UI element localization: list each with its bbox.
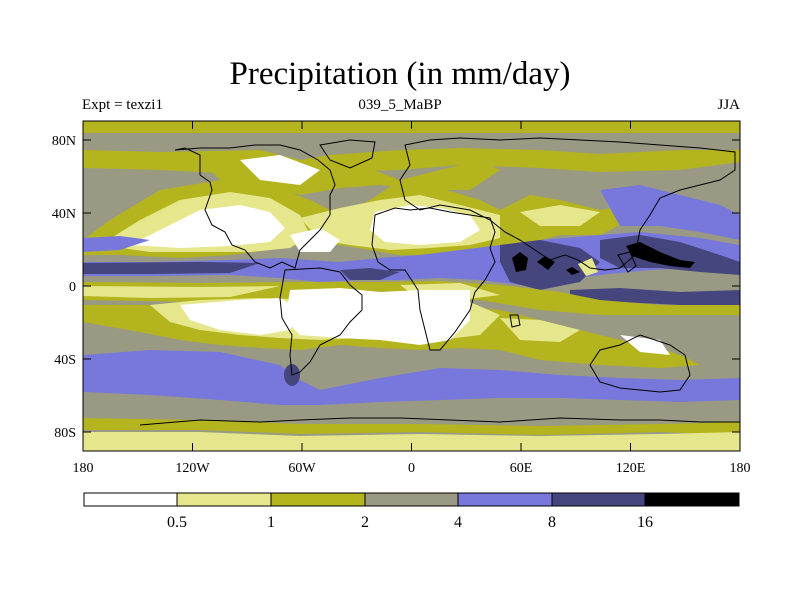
coast-australia bbox=[589, 334, 691, 393]
y-tick-label: 40N bbox=[52, 207, 76, 222]
y-tick-label: 0 bbox=[69, 280, 76, 295]
period-label: 039_5_MaBP bbox=[358, 97, 442, 113]
field-north-america-dry bbox=[240, 155, 320, 185]
field-subpolar-gray bbox=[83, 398, 740, 422]
field-core-bay-of-bengal bbox=[566, 267, 580, 275]
coast-north-america bbox=[174, 144, 336, 269]
field-core-arabian-sea bbox=[512, 252, 528, 272]
x-tick-label: 180 bbox=[73, 461, 94, 476]
colorbar-box bbox=[84, 493, 177, 506]
coastlines bbox=[139, 137, 740, 426]
field-tibet-pale bbox=[520, 205, 600, 226]
colorbar-box bbox=[458, 493, 552, 506]
field-antarctic-pale bbox=[83, 432, 740, 451]
field-south-atlantic-dry bbox=[285, 288, 470, 345]
coast-southeast-asia bbox=[617, 251, 637, 273]
colorbar-label: 0.5 bbox=[167, 514, 187, 531]
colorbar-label: 4 bbox=[454, 514, 462, 531]
coast-south-america bbox=[279, 267, 363, 376]
coast-eurasia bbox=[399, 137, 736, 271]
axis-ticks bbox=[82, 121, 741, 451]
season-label: JJA bbox=[717, 97, 740, 113]
x-tick-label: 60W bbox=[288, 461, 316, 476]
experiment-label: Expt = texzi1 bbox=[82, 97, 163, 113]
field-storm-track-blue bbox=[83, 350, 740, 405]
y-tick-label: 40S bbox=[54, 353, 76, 368]
field-north-pacific-blue bbox=[600, 185, 740, 240]
x-tick-labels: 180 120W 60W 0 60E 120E 180 bbox=[73, 461, 751, 476]
field-australia-dry bbox=[620, 335, 670, 355]
colorbar: 0.5 1 2 4 8 16 bbox=[83, 492, 740, 531]
coast-greenland bbox=[319, 139, 376, 169]
y-tick-labels: 80N 40N 0 40S 80S bbox=[52, 134, 76, 441]
map-title: Precipitation (in mm/day) bbox=[229, 56, 571, 92]
colorbar-label: 8 bbox=[548, 514, 556, 531]
colorbar-box bbox=[365, 493, 458, 506]
field-antarctic-olive bbox=[83, 418, 740, 435]
x-tick-label: 180 bbox=[730, 461, 751, 476]
coast-antarctica bbox=[139, 417, 740, 426]
colorbar-box bbox=[177, 493, 271, 506]
field-north-pacific-dry bbox=[130, 205, 285, 248]
field-sahara-dry bbox=[370, 205, 480, 245]
field-pacific-itcz-navy bbox=[83, 262, 260, 274]
field-south-pacific-dry bbox=[180, 298, 300, 335]
x-tick-label: 120W bbox=[175, 461, 210, 476]
x-tick-label: 0 bbox=[408, 461, 415, 476]
field-africa-navy bbox=[340, 268, 400, 280]
field-maritime-navy bbox=[570, 288, 740, 305]
colorbar-box bbox=[271, 493, 365, 506]
field-pacific-cold-tongue-pale bbox=[83, 286, 280, 298]
field-west-pacific-blue bbox=[83, 236, 150, 252]
field-core-west-pacific bbox=[626, 242, 695, 268]
field-atlantic-dry bbox=[290, 228, 340, 252]
colorbar-box bbox=[645, 493, 739, 506]
coast-africa bbox=[371, 207, 496, 351]
x-tick-label: 60E bbox=[510, 461, 533, 476]
colorbar-label: 2 bbox=[361, 514, 369, 531]
y-tick-label: 80S bbox=[54, 426, 76, 441]
precip-field bbox=[83, 121, 740, 451]
colorbar-box bbox=[552, 493, 645, 506]
colorbar-label: 16 bbox=[637, 514, 653, 531]
colorbar-label: 1 bbox=[267, 514, 275, 531]
x-tick-label: 120E bbox=[616, 461, 646, 476]
coast-madagascar bbox=[509, 314, 521, 328]
y-tick-label: 80N bbox=[52, 134, 76, 149]
